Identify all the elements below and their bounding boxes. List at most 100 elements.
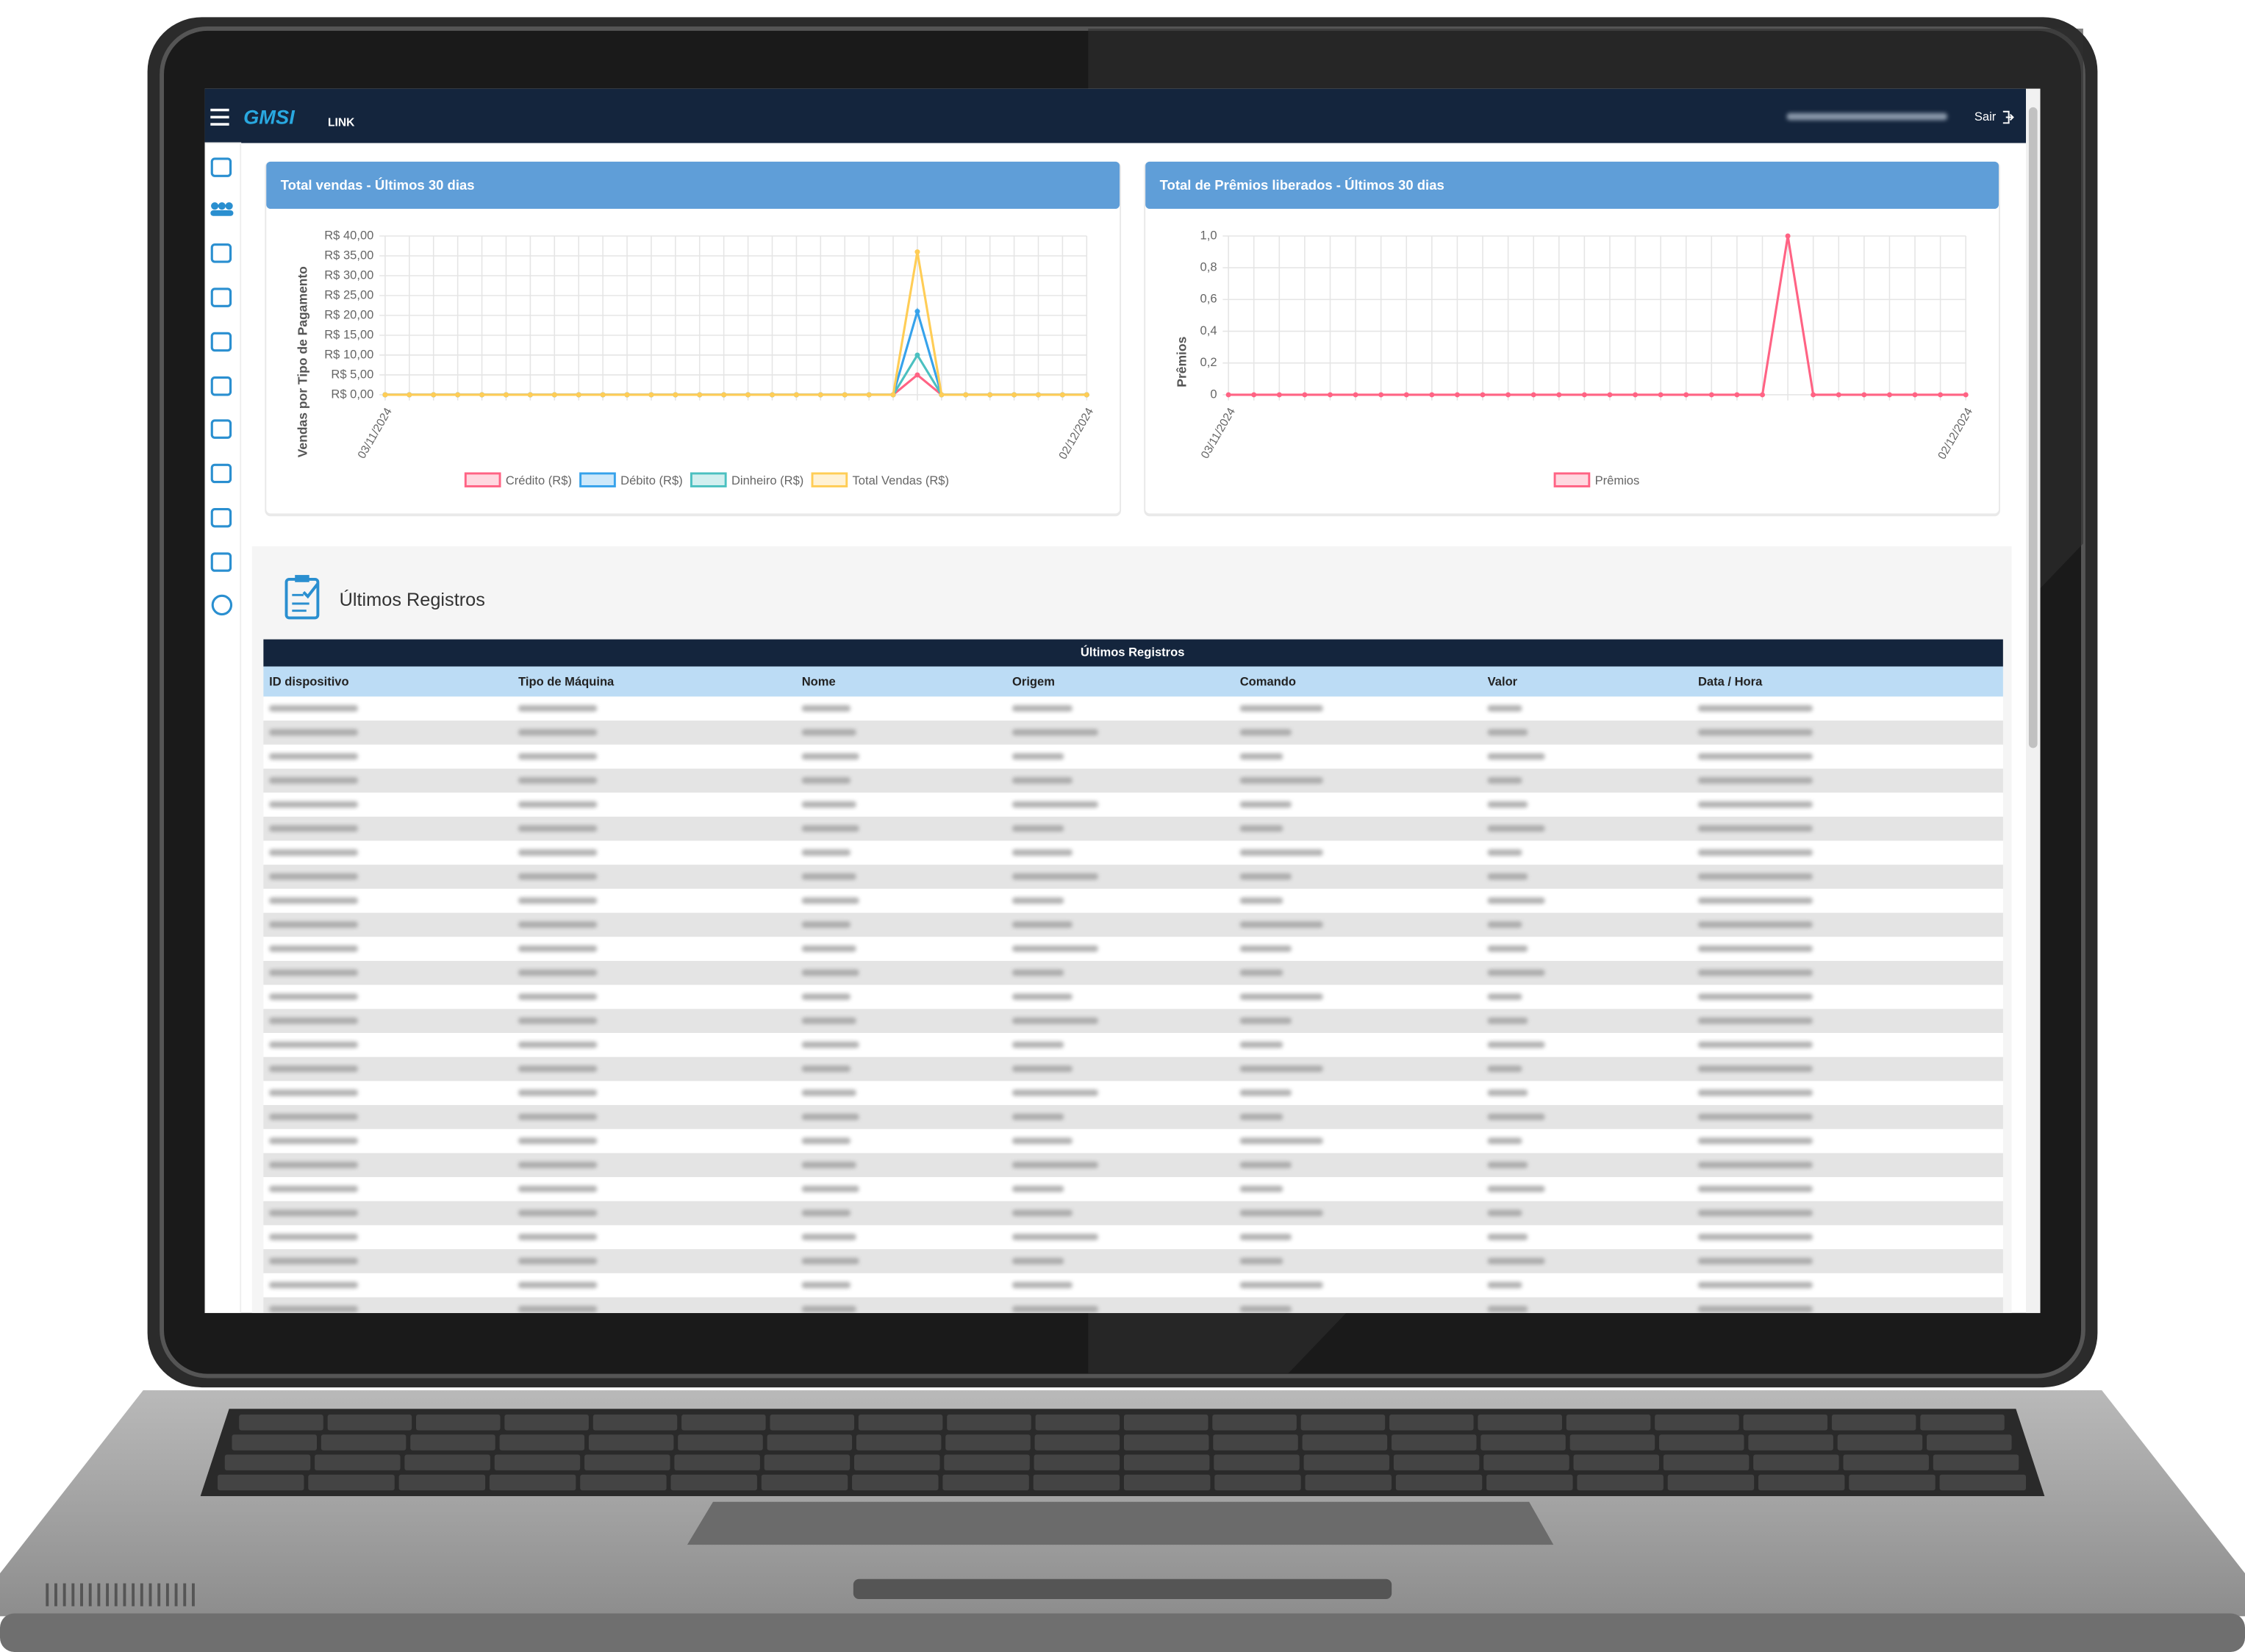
blurred-cell <box>1697 1209 1813 1217</box>
blurred-cell <box>1239 825 1283 832</box>
blurred-cell <box>1012 1090 1098 1096</box>
blurred-cell <box>801 1017 856 1024</box>
logout-icon[interactable] <box>2002 110 2014 124</box>
card-header <box>266 161 1120 210</box>
key <box>1034 1434 1120 1451</box>
blurred-cell <box>1012 921 1073 929</box>
blurred-cell <box>269 1306 358 1312</box>
point <box>914 249 920 255</box>
y-tick-label: 0,6 <box>1200 292 1217 306</box>
key <box>1389 1415 1474 1431</box>
sidebar-icon[interactable] <box>210 508 232 528</box>
hinge-notch <box>853 1578 1392 1600</box>
key <box>678 1434 763 1451</box>
top-bar <box>204 88 2027 143</box>
blurred-cell <box>518 1209 598 1217</box>
scrollbar-thumb[interactable] <box>2028 107 2038 748</box>
blurred-cell <box>1012 801 1098 808</box>
vent-slot <box>114 1583 118 1606</box>
key <box>1480 1434 1566 1451</box>
blurred-cell <box>1239 1017 1292 1024</box>
key <box>1123 1454 1210 1470</box>
blurred-cell <box>801 921 851 929</box>
blurred-cell <box>518 1185 598 1192</box>
point <box>1861 392 1867 398</box>
key <box>321 1434 407 1451</box>
point <box>1886 392 1892 398</box>
blurred-cell <box>1697 1113 1813 1120</box>
icon-shape <box>210 419 232 439</box>
key <box>944 1454 1030 1470</box>
key <box>239 1415 323 1431</box>
blurred-cell <box>1239 753 1283 760</box>
blurred-cell <box>518 1017 598 1024</box>
point <box>1530 392 1536 398</box>
point <box>914 309 920 315</box>
key <box>1658 1434 1744 1451</box>
blurred-cell <box>1239 705 1323 712</box>
blurred-cell <box>269 945 358 952</box>
blurred-cell <box>1697 1137 1813 1145</box>
blurred-cell <box>269 1209 358 1217</box>
icon-shape <box>218 202 226 210</box>
blurred-cell <box>1239 1113 1283 1120</box>
key <box>410 1434 495 1451</box>
blurred-cell <box>518 1306 598 1312</box>
blurred-cell <box>1697 1065 1813 1073</box>
sidebar-icon[interactable] <box>210 287 232 307</box>
key <box>947 1415 1031 1431</box>
blurred-cell <box>1239 945 1292 952</box>
blurred-cell <box>1697 897 1813 904</box>
sidebar-icon[interactable] <box>210 243 232 263</box>
sidebar-icon[interactable] <box>210 419 232 439</box>
blurred-cell <box>801 1041 859 1048</box>
key <box>1920 1415 2005 1431</box>
point <box>1734 392 1740 398</box>
blurred-cell <box>518 825 598 832</box>
blurred-cell <box>1697 1306 1813 1312</box>
blurred-cell <box>1487 1185 1545 1192</box>
point <box>1403 392 1409 398</box>
point <box>1059 392 1065 398</box>
key <box>945 1434 1031 1451</box>
blurred-cell <box>1697 873 1813 880</box>
blurred-cell <box>1697 849 1813 856</box>
sidebar-icon[interactable] <box>210 376 232 396</box>
point <box>1811 392 1816 398</box>
blurred-cell <box>518 945 598 952</box>
sidebar-icon[interactable] <box>210 552 232 572</box>
blurred-cell <box>801 1185 859 1192</box>
key <box>1391 1434 1477 1451</box>
icon-shape <box>211 202 219 210</box>
menu-button[interactable] <box>210 108 229 126</box>
sidebar-icon[interactable] <box>210 157 232 177</box>
sidebar-icon[interactable] <box>210 332 232 352</box>
blurred-cell <box>1239 1209 1323 1217</box>
legend-swatch <box>690 472 727 487</box>
vent-slot <box>148 1583 152 1606</box>
point <box>527 392 533 398</box>
logout-link[interactable]: Sair <box>1974 110 1997 124</box>
blurred-cell <box>1239 1185 1283 1192</box>
blurred-cell <box>1487 897 1545 904</box>
column-header: Nome <box>802 674 836 688</box>
key <box>489 1474 576 1491</box>
key <box>1303 1454 1390 1470</box>
sidebar-icon[interactable] <box>210 202 234 216</box>
vent-slot <box>80 1583 83 1606</box>
blurred-cell <box>1012 1041 1064 1048</box>
y-tick-label: 0,2 <box>1200 355 1217 369</box>
blurred-cell <box>1487 1281 1522 1289</box>
blurred-cell <box>1487 1065 1522 1073</box>
blurred-cell <box>1487 729 1528 736</box>
blurred-cell <box>518 1234 598 1240</box>
point <box>1276 392 1282 398</box>
sidebar-icon[interactable] <box>211 594 233 616</box>
y-tick-label: R$ 35,00 <box>324 248 373 262</box>
column-header: Origem <box>1012 674 1055 688</box>
point <box>1353 392 1358 398</box>
records-icon <box>284 575 320 620</box>
key <box>1478 1415 1562 1431</box>
logo-suffix: LINK <box>328 116 355 129</box>
sidebar-icon[interactable] <box>210 463 232 484</box>
